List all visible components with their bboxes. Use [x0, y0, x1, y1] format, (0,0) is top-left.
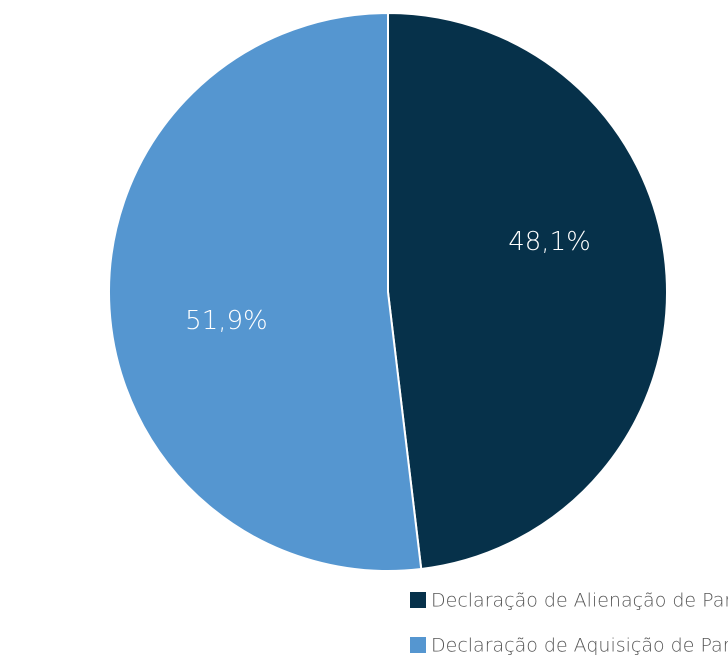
legend-swatch: [410, 637, 426, 653]
data-label: 51,9%: [185, 306, 268, 336]
pie-slice: [387, 11, 668, 571]
legend-swatch: [410, 592, 426, 608]
legend-label: Declaração de Alienação de Participação …: [431, 590, 728, 612]
data-label: 48,1%: [508, 227, 591, 257]
pie-slice: [108, 11, 423, 572]
legend-label: Declaração de Aquisição de Participação …: [431, 635, 728, 657]
